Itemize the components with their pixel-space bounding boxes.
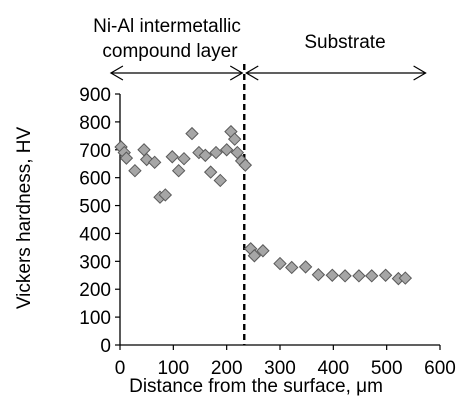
region-arrows (109, 65, 427, 81)
plot-area: 0 100 200 300 400 500 600 700 800 900 0 100 200 300 4… (79, 64, 456, 379)
y-tick-label: 800 (79, 113, 111, 134)
region-arrow-head-right (413, 65, 427, 81)
data-point (273, 256, 287, 271)
x-tick-label: 300 (264, 358, 296, 379)
data-point (185, 126, 199, 141)
data-point (365, 269, 379, 283)
data-point (285, 260, 299, 275)
data-point (352, 269, 366, 283)
y-tick-label: 0 (100, 336, 111, 357)
data-point (256, 244, 270, 258)
y-tick-label: 300 (79, 252, 111, 273)
y-tick-label: 600 (79, 169, 111, 190)
data-point (119, 151, 134, 165)
data-point (198, 148, 213, 163)
region-arrow-head-left (245, 65, 259, 81)
region-arrow-head-left (109, 65, 124, 81)
x-tick-label: 200 (211, 358, 243, 379)
data-point (338, 269, 352, 283)
data-point (219, 143, 234, 157)
y-tick-label: 400 (79, 224, 111, 245)
data-point (171, 163, 186, 178)
region-label-layer-line1: Ni-Al intermetallic (93, 16, 241, 37)
y-tick-label: 700 (79, 141, 111, 162)
data-point (247, 249, 262, 263)
data-point (165, 150, 179, 164)
data-point (311, 268, 326, 282)
data-point (325, 268, 339, 282)
x-tick-label: 100 (157, 358, 189, 379)
data-point (128, 163, 142, 178)
data-points (114, 124, 413, 286)
data-point (238, 158, 253, 172)
data-point (147, 155, 162, 170)
x-tick-label: 400 (317, 358, 349, 379)
y-axis-ticks: 0 100 200 300 400 500 600 700 800 900 (79, 85, 120, 357)
data-point (203, 165, 218, 179)
data-point (213, 173, 227, 188)
y-tick-label: 500 (79, 197, 111, 218)
region-arrow-head-right (229, 65, 244, 81)
y-axis-title: Vickers hardness, HV (14, 127, 35, 310)
data-point (209, 145, 223, 160)
data-point (298, 260, 313, 274)
y-tick-label: 900 (79, 85, 111, 106)
x-tick-label: 600 (424, 358, 456, 379)
x-tick-label: 500 (371, 358, 403, 379)
data-point (378, 268, 393, 282)
data-point (398, 271, 413, 285)
y-tick-label: 100 (79, 308, 111, 329)
region-label-substrate: Substrate (304, 32, 385, 53)
data-point (158, 188, 173, 202)
x-axis-ticks: 0 100 200 300 400 500 600 (115, 345, 456, 379)
data-point (177, 151, 191, 166)
x-axis-title: Distance from the surface, μm (129, 376, 383, 397)
data-point (137, 143, 151, 157)
region-annotations: Ni-Al intermetallic compound layer Subst… (93, 16, 427, 81)
data-point (227, 132, 242, 146)
x-tick-label: 0 (115, 358, 126, 379)
y-tick-label: 200 (79, 280, 111, 301)
region-label-layer-line2: compound layer (102, 41, 238, 62)
